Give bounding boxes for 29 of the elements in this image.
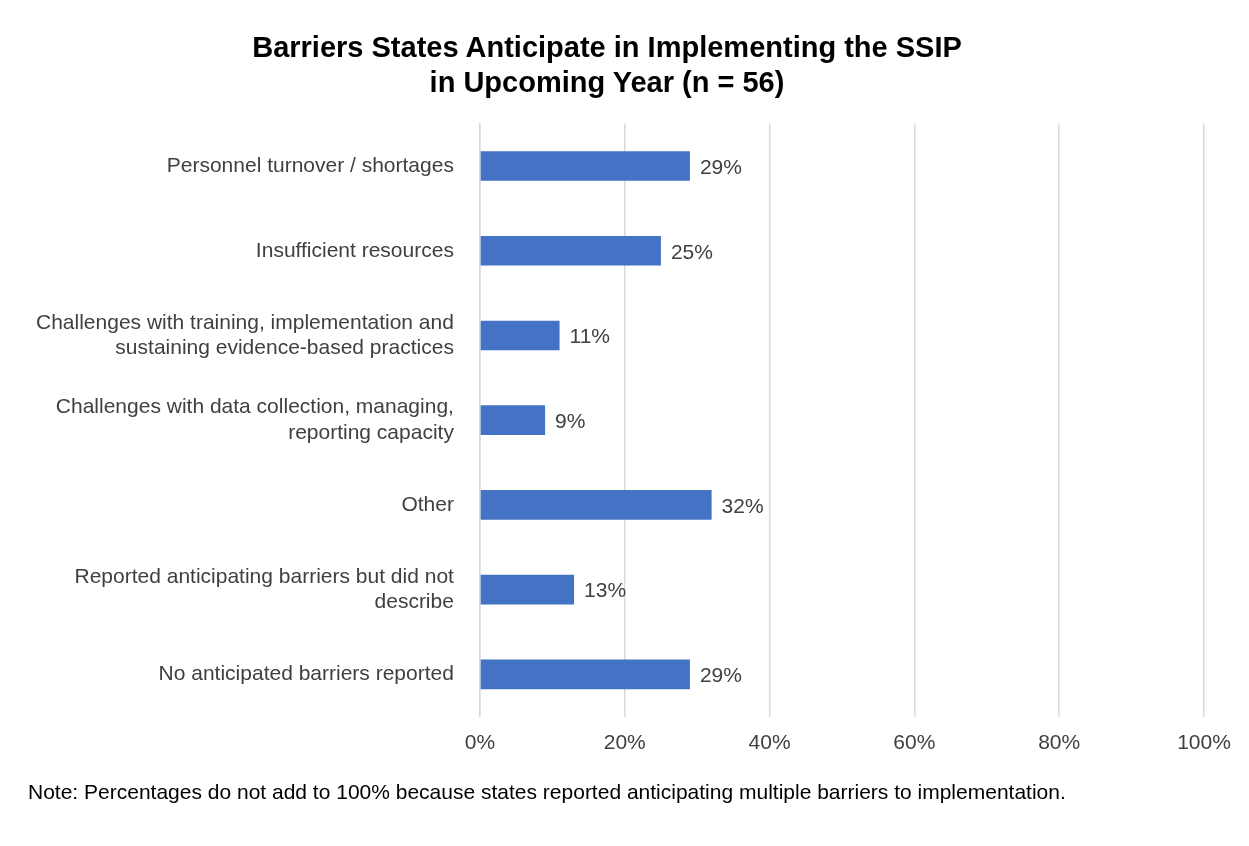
x-tick-label: 80% bbox=[1038, 730, 1081, 754]
x-tick-label: 60% bbox=[893, 730, 936, 754]
y-tick-label: Personnel turnover / shortages bbox=[166, 152, 454, 176]
y-tick-label: Reported anticipating barriers but did not describe bbox=[74, 563, 455, 613]
text: Note: Percentages do not add to 100% because states reported anticipating multiple barriers to implementation. bbox=[28, 779, 1067, 805]
bar bbox=[480, 151, 690, 181]
bar bbox=[480, 490, 712, 520]
bar bbox=[480, 659, 690, 690]
y-tick-label: Other bbox=[401, 491, 454, 515]
x-tick-label: 0% bbox=[464, 730, 496, 754]
bar bbox=[480, 235, 661, 266]
bar bbox=[480, 405, 546, 436]
data-label: 9% bbox=[555, 409, 586, 432]
chart-title: Barriers States Anticipate in Implementing the SSIP in Upcoming Year (n = 56) bbox=[252, 31, 962, 99]
y-tick-label: Challenges with training, implementation and sustaining evidence-based practices bbox=[35, 309, 454, 358]
data-label: 13% bbox=[584, 578, 627, 602]
bar bbox=[480, 574, 575, 605]
bar bbox=[480, 320, 560, 351]
y-tick-label: Insufficient resources bbox=[255, 237, 454, 261]
data-label: 32% bbox=[721, 493, 764, 517]
y-tick-label: No anticipated barriers reported bbox=[158, 661, 454, 685]
x-tick-label: 20% bbox=[603, 730, 646, 754]
data-label: 11% bbox=[569, 324, 611, 348]
data-label: 25% bbox=[670, 239, 713, 263]
y-tick-label: Challenges with data collection, managing, reporting capacity bbox=[55, 394, 455, 443]
data-label: 29% bbox=[699, 663, 742, 687]
x-tick-label: 100% bbox=[1177, 730, 1231, 754]
data-label: 29% bbox=[699, 154, 742, 178]
x-tick-label: 40% bbox=[748, 730, 791, 754]
